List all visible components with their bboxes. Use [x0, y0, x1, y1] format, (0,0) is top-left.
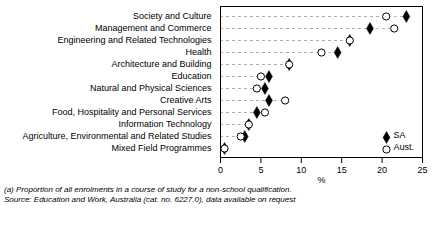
- svg-text:Information Technology: Information Technology: [119, 119, 212, 129]
- svg-text:Mixed Field Programmes: Mixed Field Programmes: [111, 143, 212, 153]
- svg-text:5: 5: [258, 165, 263, 175]
- svg-text:Engineering and Related Techno: Engineering and Related Technologies: [58, 35, 212, 45]
- svg-text:Natural and Physical Sciences: Natural and Physical Sciences: [90, 83, 212, 93]
- html-text:Source: Education and Work, Au: Source: Education and Work, Australia (c…: [4, 195, 296, 204]
- svg-text:Creative Arts: Creative Arts: [160, 95, 212, 105]
- html-text:(a) Proportion of all enrolmen: (a) Proportion of all enrolments in a co…: [4, 185, 292, 194]
- svg-text:Education: Education: [171, 71, 211, 81]
- svg-text:Architecture and Building: Architecture and Building: [111, 59, 211, 69]
- svg-text:15: 15: [337, 165, 347, 175]
- svg-text:Management and Commerce: Management and Commerce: [95, 23, 212, 33]
- svg-text:Health: Health: [185, 47, 211, 57]
- svg-text:20: 20: [377, 165, 387, 175]
- svg-text:SA: SA: [394, 130, 406, 140]
- svg-text:25: 25: [417, 165, 427, 175]
- svg-text:0: 0: [218, 165, 223, 175]
- svg-text:Aust.: Aust.: [394, 142, 415, 152]
- svg-text:Agriculture, Environmental and: Agriculture, Environmental and Related S…: [22, 131, 212, 141]
- svg-text:10: 10: [296, 165, 306, 175]
- svg-text:Food, Hospitality and Personal: Food, Hospitality and Personal Services: [52, 107, 212, 117]
- svg-text:%: %: [317, 175, 325, 185]
- svg-text:Society and Culture: Society and Culture: [133, 11, 212, 21]
